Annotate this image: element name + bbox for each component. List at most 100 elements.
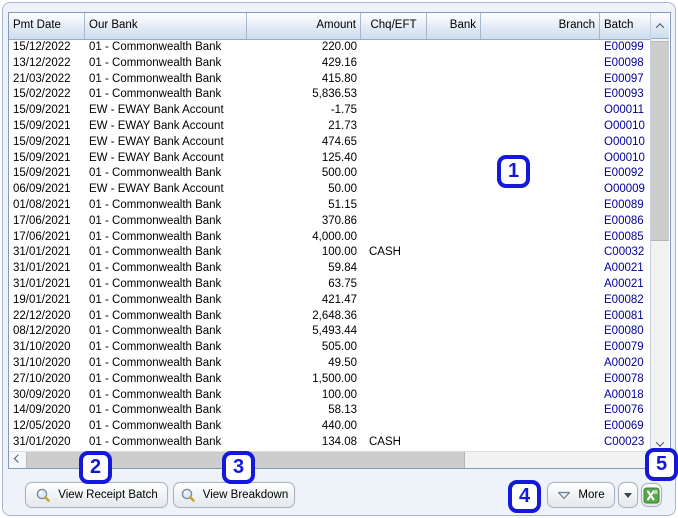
cell-batch: A00018 — [604, 388, 644, 401]
cell-date: 31/01/2021 — [13, 246, 71, 259]
receipts-table: Pmt Date Our Bank Amount Chq/EFT Bank Branch B… — [8, 12, 671, 469]
table-row[interactable]: 15/09/2021 EW - EWAY Bank Account 474.65 O0… — [9, 135, 650, 151]
column-header-amount[interactable]: Amount — [247, 13, 361, 39]
table-row[interactable]: 15/09/2021 01 - Commonwealth Bank 500.00 E0… — [9, 166, 650, 182]
table-row[interactable]: 31/10/2020 01 - Commonwealth Bank 49.50 A00… — [9, 356, 650, 372]
cell-bank: 01 - Commonwealth Bank — [89, 388, 222, 401]
cell-batch: O00010 — [604, 151, 645, 164]
table-row[interactable]: 27/10/2020 01 - Commonwealth Bank 1,500.00… — [9, 372, 650, 388]
scroll-down-button[interactable] — [651, 437, 669, 451]
table-header-row: Pmt Date Our Bank Amount Chq/EFT Bank Branch B… — [9, 13, 650, 40]
cell-batch: C00023 — [604, 435, 645, 448]
more-button[interactable]: More — [547, 482, 615, 508]
cell-chq — [361, 230, 427, 246]
cell-bank_code — [427, 56, 481, 72]
more-dropdown-button[interactable] — [618, 482, 638, 508]
cell-branch — [481, 309, 600, 325]
cell-date: 08/12/2020 — [13, 325, 71, 338]
cell-bank: 01 - Commonwealth Bank — [89, 230, 222, 243]
table-row[interactable]: 21/03/2022 01 - Commonwealth Bank 415.80 E0… — [9, 72, 650, 88]
cell-chq — [361, 214, 427, 230]
chevron-up-icon — [655, 22, 665, 32]
cell-chq — [361, 103, 427, 119]
view-receipt-batch-button[interactable]: View Receipt Batch — [25, 482, 168, 508]
column-header-chq[interactable]: Chq/EFT — [361, 13, 427, 39]
cell-chq — [361, 293, 427, 309]
cell-amount: 5,836.53 — [312, 88, 357, 101]
table-row[interactable]: 08/12/2020 01 - Commonwealth Bank 5,493.44… — [9, 324, 650, 340]
cell-chq — [361, 261, 427, 277]
table-row[interactable]: 31/01/2021 01 - Commonwealth Bank 59.84 A00… — [9, 261, 650, 277]
scroll-up-button[interactable] — [651, 13, 669, 39]
cell-date: 01/08/2021 — [13, 198, 71, 211]
table-row[interactable]: 31/10/2020 01 - Commonwealth Bank 505.00 E0… — [9, 340, 650, 356]
chevron-left-icon — [13, 454, 22, 463]
cell-amount: 125.40 — [321, 151, 357, 164]
table-row[interactable]: 13/12/2022 01 - Commonwealth Bank 429.16 E0… — [9, 56, 650, 72]
cell-date: 13/12/2022 — [13, 56, 71, 69]
cell-amount: 1,500.00 — [312, 372, 357, 385]
cell-date: 17/06/2021 — [13, 214, 71, 227]
table-row[interactable]: 17/06/2021 01 - Commonwealth Bank 4,000.00… — [9, 230, 650, 246]
table-row[interactable]: 31/01/2021 01 - Commonwealth Bank 63.75 A00… — [9, 277, 650, 293]
table-row[interactable]: 15/09/2021 EW - EWAY Bank Account -1.75 O00… — [9, 103, 650, 119]
cell-amount: 474.65 — [321, 135, 357, 148]
cell-chq — [361, 135, 427, 151]
callout-badge-2: 2 — [79, 451, 112, 484]
column-header-bank_code[interactable]: Bank — [427, 13, 481, 39]
cell-date: 15/09/2021 — [13, 119, 71, 132]
table-row[interactable]: 30/09/2020 01 - Commonwealth Bank 100.00 A0… — [9, 388, 650, 404]
vertical-scrollbar[interactable] — [650, 13, 669, 451]
cell-amount: 100.00 — [321, 388, 357, 401]
scroll-left-button[interactable] — [9, 452, 26, 468]
horizontal-scrollbar-track[interactable] — [465, 452, 652, 468]
column-header-batch[interactable]: Batch — [604, 19, 634, 31]
vertical-scrollbar-track[interactable] — [651, 241, 669, 437]
table-row[interactable]: 31/01/2020 01 - Commonwealth Bank 134.08 CA… — [9, 435, 650, 451]
cell-amount: 59.84 — [328, 262, 357, 275]
cell-branch — [481, 214, 600, 230]
cell-chq — [361, 87, 427, 103]
export-to-excel-button[interactable] — [641, 483, 662, 507]
callout-badge-5-label: 5 — [655, 453, 668, 475]
table-row[interactable]: 14/09/2020 01 - Commonwealth Bank 58.13 E00… — [9, 403, 650, 419]
cell-bank: 01 - Commonwealth Bank — [89, 277, 222, 290]
cell-bank_code — [427, 277, 481, 293]
column-header-bank[interactable]: Our Bank — [85, 13, 247, 39]
cell-bank_code — [427, 230, 481, 246]
cell-batch: E00069 — [604, 420, 644, 433]
cell-bank_code — [427, 419, 481, 435]
table-row[interactable]: 15/09/2021 EW - EWAY Bank Account 21.73 O00… — [9, 119, 650, 135]
table-row[interactable]: 06/09/2021 EW - EWAY Bank Account 50.00 O00… — [9, 182, 650, 198]
table-row[interactable]: 19/01/2021 01 - Commonwealth Bank 421.47 E0… — [9, 293, 650, 309]
cell-bank_code — [427, 324, 481, 340]
cell-chq — [361, 198, 427, 214]
vertical-scrollbar-thumb[interactable] — [651, 41, 669, 241]
column-header-date[interactable]: Pmt Date — [9, 13, 85, 39]
table-row[interactable]: 01/08/2021 01 - Commonwealth Bank 51.15 E00… — [9, 198, 650, 214]
cell-chq — [361, 119, 427, 135]
table-row[interactable]: 22/12/2020 01 - Commonwealth Bank 2,648.36… — [9, 309, 650, 325]
view-breakdown-button[interactable]: View Breakdown — [173, 482, 295, 508]
cell-branch — [481, 103, 600, 119]
column-header-branch[interactable]: Branch — [481, 13, 600, 39]
cell-date: 31/10/2020 — [13, 341, 71, 354]
cell-branch — [481, 56, 600, 72]
cell-bank: 01 - Commonwealth Bank — [89, 72, 222, 85]
table-row[interactable]: 15/12/2022 01 - Commonwealth Bank 220.00 E0… — [9, 40, 650, 56]
cell-branch — [481, 388, 600, 404]
table-row[interactable]: 15/02/2022 01 - Commonwealth Bank 5,836.53… — [9, 87, 650, 103]
cell-batch: O00010 — [604, 119, 645, 132]
cell-amount: 100.00 — [321, 246, 357, 259]
cell-bank: EW - EWAY Bank Account — [89, 119, 224, 132]
table-row[interactable]: 17/06/2021 01 - Commonwealth Bank 370.86 E0… — [9, 214, 650, 230]
cell-amount: 415.80 — [321, 72, 357, 85]
cell-bank: 01 - Commonwealth Bank — [89, 341, 222, 354]
search-icon — [181, 488, 195, 502]
cell-branch — [481, 435, 600, 451]
cell-branch — [481, 245, 600, 261]
table-row[interactable]: 31/01/2021 01 - Commonwealth Bank 100.00 CA… — [9, 245, 650, 261]
table-row[interactable]: 12/05/2020 01 - Commonwealth Bank 440.00 E0… — [9, 419, 650, 435]
table-row[interactable]: 15/09/2021 EW - EWAY Bank Account 125.40 O0… — [9, 151, 650, 167]
